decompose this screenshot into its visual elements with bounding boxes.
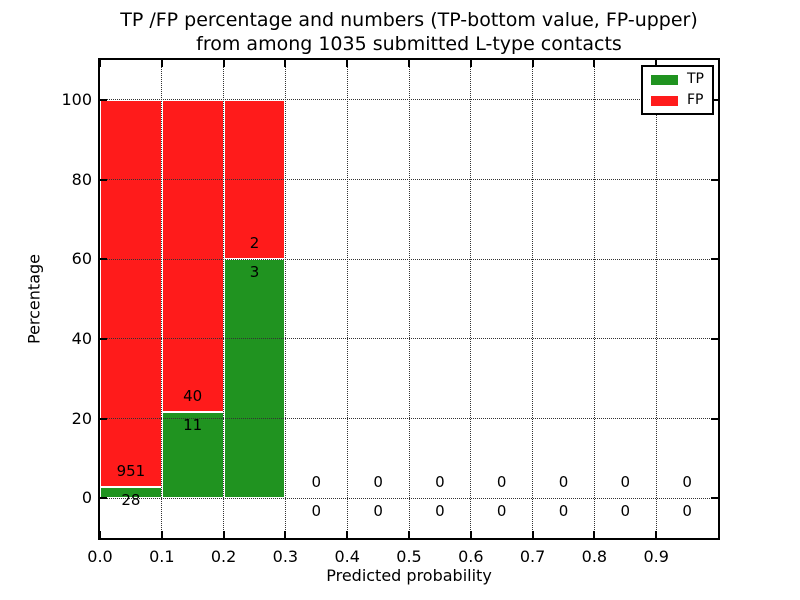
x-tick-label: 0.3 (272, 547, 299, 566)
y-tick-mark (100, 337, 107, 340)
tp-count-label: 0 (496, 502, 507, 521)
fp-legend-swatch-icon (651, 95, 678, 106)
x-tick-mark (160, 60, 163, 67)
y-tick-mark (711, 258, 718, 261)
x-tick-mark (284, 531, 287, 538)
bar-segment-fp (161, 99, 224, 413)
y-tick-mark (100, 497, 107, 500)
legend-item-fp: FP (651, 93, 704, 108)
x-gridline (655, 60, 657, 538)
fp-count-label: 2 (249, 234, 260, 253)
x-tick-mark (655, 60, 658, 67)
tp-legend-swatch-icon (651, 74, 678, 85)
tp-count-label: 3 (249, 263, 260, 282)
chart-title-line1: TP /FP percentage and numbers (TP-bottom… (120, 9, 698, 31)
y-tick-mark (711, 178, 718, 181)
x-tick-mark (408, 531, 410, 538)
x-tick-mark (531, 60, 534, 67)
fp-count-label: 0 (435, 473, 445, 492)
y-tick-mark (100, 258, 107, 261)
x-tick-mark (346, 60, 349, 67)
x-gridline (346, 60, 348, 538)
x-tick-label: 0.5 (396, 547, 422, 566)
y-tick-mark (711, 417, 718, 420)
fp-count-label: 0 (311, 473, 322, 492)
x-tick-mark (160, 531, 163, 538)
y-tick-label: 60 (71, 249, 92, 269)
x-tick-mark (469, 60, 472, 67)
x-tick-mark (346, 531, 349, 538)
fp-count-label: 951 (116, 461, 146, 480)
y-tick-mark (711, 497, 718, 500)
plot-area: TP FP 951 28 40 11 2 3 0 0 0 0 0 0 0 0 0 0 0 0 0 0 (98, 58, 720, 540)
tp-count-label: 0 (620, 502, 631, 521)
tp-count-label: 0 (311, 502, 322, 521)
fp-count-label: 0 (620, 473, 631, 492)
fp-count-label: 0 (558, 473, 569, 492)
y-tick-label: 20 (71, 408, 92, 428)
tp-count-label: 0 (435, 502, 445, 521)
x-tick-label: 0.0 (87, 547, 113, 566)
fp-count-label: 0 (682, 473, 692, 492)
x-tick-mark (469, 531, 472, 538)
fp-count-label: 40 (183, 387, 203, 406)
y-tick-label: 100 (61, 89, 92, 109)
x-tick-mark (593, 60, 596, 67)
bar-segment-tp (161, 412, 224, 499)
x-tick-label: 0.2 (210, 547, 237, 566)
x-gridline (408, 60, 410, 538)
x-tick-mark (408, 60, 410, 67)
legend: TP FP (641, 65, 714, 115)
x-tick-mark (655, 531, 658, 538)
x-gridline (470, 60, 472, 538)
y-tick-mark (711, 337, 718, 340)
x-tick-label: 0.1 (149, 547, 175, 566)
x-tick-label: 0.7 (519, 547, 546, 566)
x-tick-mark (99, 531, 101, 538)
y-tick-label: 0 (81, 488, 92, 508)
x-tick-mark (593, 531, 596, 538)
tp-count-label: 11 (183, 416, 203, 435)
x-tick-mark (222, 531, 225, 538)
tp-count-label: 0 (373, 502, 383, 521)
x-tick-mark (222, 60, 225, 67)
y-tick-label: 80 (71, 169, 92, 189)
y-tick-label: 40 (71, 328, 92, 348)
x-tick-mark (284, 60, 287, 67)
x-tick-label: 0.6 (458, 547, 484, 566)
fp-legend-label: FP (687, 92, 704, 108)
x-tick-label: 0.9 (643, 547, 669, 566)
x-tick-mark (99, 60, 101, 67)
chart-title: TP /FP percentage and numbers (TP-bottom… (100, 8, 718, 56)
tp-legend-label: TP (687, 71, 704, 87)
legend-item-tp: TP (651, 72, 704, 87)
y-tick-mark (711, 98, 718, 101)
bar-segment-fp (100, 99, 162, 487)
fp-count-label: 0 (496, 473, 507, 492)
x-gridline (532, 60, 534, 538)
x-gridline (161, 60, 163, 538)
y-tick-mark (100, 98, 107, 101)
fp-count-label: 0 (373, 473, 383, 492)
x-gridline (223, 60, 225, 538)
x-gridline (593, 60, 595, 538)
x-tick-label: 0.8 (581, 547, 608, 566)
tp-count-label: 28 (121, 490, 141, 509)
tp-count-label: 0 (558, 502, 569, 521)
x-axis-title: Predicted probability (326, 566, 492, 585)
bar-segment-tp (223, 259, 286, 499)
y-tick-mark (100, 417, 107, 420)
x-tick-label: 0.4 (334, 547, 360, 566)
y-tick-mark (100, 178, 107, 181)
chart-title-line2: from among 1035 submitted L-type contact… (196, 33, 622, 55)
x-gridline (284, 60, 286, 538)
tp-count-label: 0 (682, 502, 692, 521)
x-tick-mark (531, 531, 534, 538)
